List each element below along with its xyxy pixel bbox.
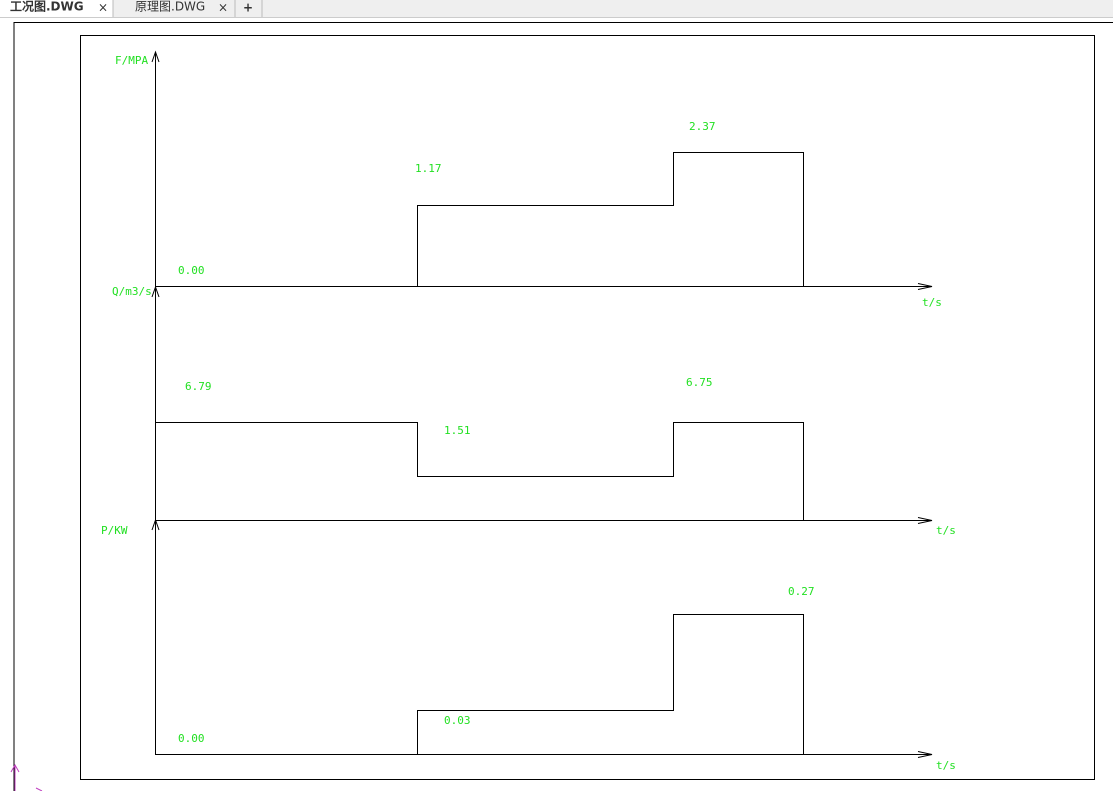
value-label: 0.00 bbox=[178, 732, 205, 745]
axis-arrow bbox=[151, 285, 160, 298]
tab-label[interactable]: 原理图.DWG bbox=[135, 0, 205, 14]
axis-arrow bbox=[917, 283, 933, 290]
value-label: 2.37 bbox=[689, 120, 716, 133]
axis-arrow bbox=[151, 50, 160, 63]
x-label: t/s bbox=[936, 524, 956, 537]
axis-arrow bbox=[917, 517, 933, 524]
tab-label[interactable]: 工况图.DWG bbox=[10, 0, 84, 14]
axis-label: Q/m3/s bbox=[112, 285, 152, 298]
value-label: 6.79 bbox=[185, 380, 212, 393]
axis-label: P/KW bbox=[101, 524, 128, 537]
drawing: F/MPA 0.00 1.17 2.37 t/s Q/m3/s 6.79 1.5… bbox=[10, 22, 1113, 791]
x-label: t/s bbox=[936, 759, 956, 772]
tab-bar bbox=[0, 0, 1113, 17]
axis-label: F/MPA bbox=[115, 54, 148, 67]
value-label: 0.27 bbox=[788, 585, 815, 598]
value-label: 6.75 bbox=[686, 376, 713, 389]
sheet-border bbox=[13, 22, 1113, 791]
value-label: 1.17 bbox=[415, 162, 442, 175]
value-label: 1.51 bbox=[444, 424, 471, 437]
axis-arrow bbox=[151, 518, 160, 531]
step-line bbox=[417, 614, 804, 755]
step-line bbox=[155, 422, 804, 521]
close-tab[interactable]: × bbox=[98, 1, 108, 15]
new-tab[interactable]: + bbox=[243, 1, 253, 15]
step-line bbox=[417, 152, 804, 287]
value-label: 0.00 bbox=[178, 264, 205, 277]
close-tab[interactable]: × bbox=[218, 1, 228, 15]
x-label: t/s bbox=[922, 296, 942, 309]
axis-arrow bbox=[917, 751, 933, 758]
value-label: 0.03 bbox=[444, 714, 471, 727]
active-tab[interactable] bbox=[0, 0, 113, 17]
frame bbox=[80, 35, 1095, 780]
ucs-icon bbox=[10, 763, 43, 791]
